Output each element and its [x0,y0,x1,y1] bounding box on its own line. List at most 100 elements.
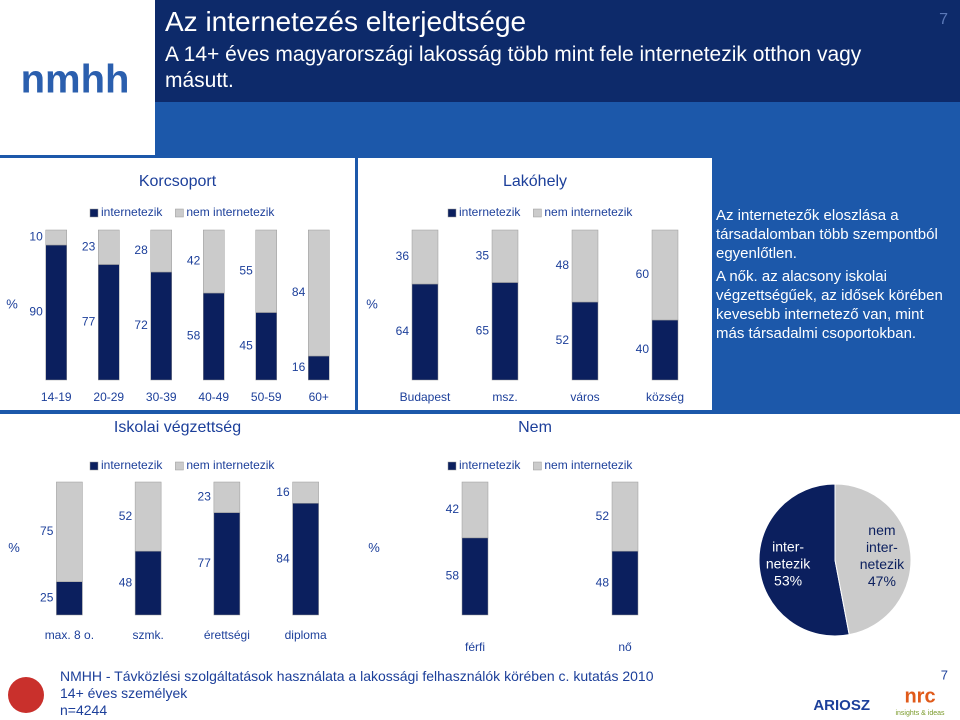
sidebar-text: A nők. az alacsony iskolai végzettségűek… [716,268,943,342]
legend-label: nem internetezik [544,458,633,472]
footer: NMHH - Távközlési szolgáltatások használ… [60,668,654,719]
data-label: 52 [119,509,133,523]
data-label: 48 [119,575,133,589]
bar-segment [611,481,639,552]
data-label: 10 [29,230,43,244]
bar-segment [213,481,241,513]
data-label: 65 [476,323,490,337]
y-axis-label: % [368,540,380,555]
data-label: 28 [134,243,148,257]
data-label: 77 [198,556,212,570]
legend-swatch [533,461,542,471]
data-label: 60 [636,267,650,281]
x-tick-label: diploma [285,628,327,642]
sidebar: Az internetezők eloszlása a társadalomba… [716,206,956,347]
pie-category: inter- netezik [765,538,811,572]
pie-slice [758,483,850,637]
legend-swatch [89,208,99,218]
data-label: 84 [276,551,290,565]
chart-title: Iskolai végzettség [114,419,241,436]
bar-segment [203,292,225,381]
x-tick-label: nő [618,640,632,654]
legend-swatch [175,461,184,471]
bar-segment [150,229,172,273]
legend-swatch [89,461,99,471]
x-tick-label: 14-19 [41,390,72,404]
bar-segment [134,550,162,616]
footer-line: NMHH - Távközlési szolgáltatások használ… [60,668,654,684]
data-label: 58 [446,569,460,583]
x-tick-label: Budapest [400,390,451,404]
pie-label: nem inter- netezik 47% [860,522,904,590]
bar-segment [308,355,330,381]
bar-segment [651,319,679,381]
pie-label: inter- netezik 53% [766,539,810,590]
bar-segment [571,229,599,303]
legend-label: internetezik [101,205,163,219]
data-label: 72 [134,318,148,332]
bar-segment [461,537,489,616]
logo-nrc: nrc [904,685,935,707]
legend-label: nem internetezik [186,205,275,219]
y-axis-label: % [6,296,18,311]
bar-segment [571,301,599,381]
legend-label: internetezik [459,205,521,219]
data-label: 45 [239,338,253,352]
logo-ariosz: ARIOSZ [813,697,870,714]
bar-segment [45,244,67,381]
data-label: 84 [292,285,306,299]
chart-title: Korcsoport [139,173,217,190]
pie-value-label: 53% [774,572,803,589]
x-tick-label: 60+ [309,390,329,404]
legend-swatch [175,208,184,218]
title: Az internetezés elterjedtsége [165,6,527,37]
logo-tagline: insights & ideas [895,710,945,717]
bar-segment [292,503,319,616]
subtitle: A 14+ éves magyarországi lakosság több m… [165,43,862,92]
data-label: 75 [40,524,54,538]
legend-swatch [533,208,542,218]
footer-band [0,662,960,720]
data-label: 77 [82,314,96,328]
x-tick-label: 50-59 [251,390,282,404]
data-label: 16 [292,360,306,374]
data-label: 35 [476,248,490,262]
bar-segment [134,481,162,552]
x-tick-label: msz. [492,390,517,404]
legend-label: internetezik [459,458,521,472]
x-tick-label: férfi [465,640,485,654]
bar-segment [308,229,330,357]
footer-page: 7 [941,667,948,682]
x-tick-label: 40-49 [198,390,229,404]
bar-segment [292,481,319,504]
logo: nmhh [21,58,130,102]
bar-segment [56,581,83,616]
pie-category: nem inter- netezik [859,521,905,572]
x-tick-label: 20-29 [93,390,124,404]
data-label: 64 [396,324,410,338]
bar-segment [213,512,241,616]
bar-segment [255,312,277,381]
data-label: 48 [596,575,610,589]
bar-segment [491,282,519,381]
page-number: 7 [939,11,948,28]
data-label: 58 [187,329,201,343]
legend-label: internetezik [101,458,163,472]
x-tick-label: max. 8 o. [45,628,94,642]
bar-segment [491,229,519,283]
pie-slice [834,483,912,636]
legend-label: nem internetezik [544,205,633,219]
x-tick-label: város [570,390,599,404]
bar-segment [98,229,120,265]
bar-segment [98,264,120,381]
bar-segment [461,481,489,539]
data-label: 23 [82,239,96,253]
bar-segment [150,271,172,381]
sidebar-text: Az internetezők eloszlása a társadalomba… [716,207,938,262]
footer-icon [8,677,44,713]
legend-label: nem internetezik [186,458,275,472]
bar-segment [611,550,639,616]
x-tick-label: község [646,390,684,404]
